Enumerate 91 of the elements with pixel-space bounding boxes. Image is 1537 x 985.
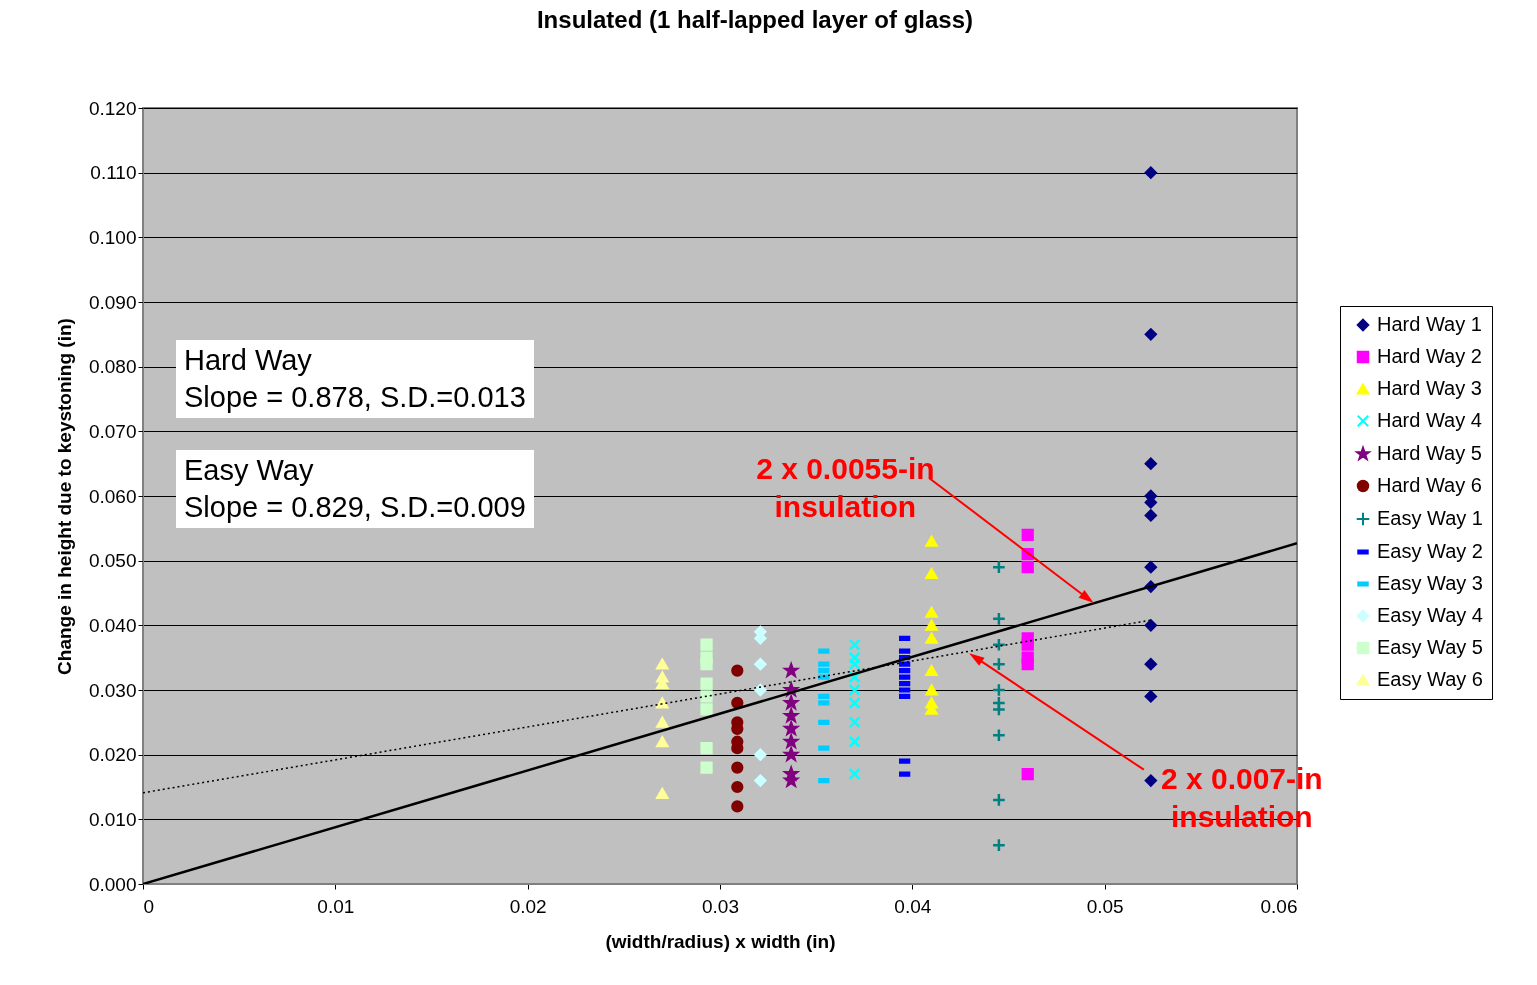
legend-label: Hard Way 4: [1377, 409, 1482, 431]
point: [754, 683, 767, 697]
point: [848, 767, 861, 781]
legend-label: Easy Way 6: [1377, 668, 1483, 690]
point: [731, 800, 744, 813]
point: [754, 748, 767, 761]
point: [731, 664, 744, 677]
x-axis-title: (width/radius) x width (in): [605, 930, 836, 952]
point: [754, 658, 767, 671]
legend-label: Easy Way 5: [1377, 636, 1483, 658]
y-tick-label: 0.050: [88, 550, 137, 572]
legend-label: Hard Way 3: [1377, 377, 1482, 399]
point: [1144, 561, 1157, 574]
point: [991, 682, 1006, 698]
point: [925, 535, 938, 547]
legend-label: Hard Way 1: [1377, 313, 1482, 335]
annotation: 2 x 0.0055-in insulation: [756, 452, 935, 524]
point: [991, 792, 1006, 808]
y-tick-label: 0.100: [88, 226, 137, 248]
point: [925, 568, 938, 580]
annotation: Easy Way Slope = 0.829, S.D.=0.009: [176, 450, 534, 528]
point: [700, 761, 713, 774]
point: [1021, 767, 1034, 781]
point: [1144, 457, 1157, 470]
annotation: Hard Way Slope = 0.878, S.D.=0.013: [176, 340, 534, 418]
point: [1021, 658, 1034, 671]
point: [656, 736, 669, 748]
point: [731, 761, 744, 774]
point: [1144, 774, 1157, 787]
legend-label: Easy Way 2: [1377, 540, 1483, 562]
point: [1021, 561, 1034, 574]
point: [1144, 509, 1157, 522]
y-tick-label: 0.090: [88, 291, 137, 313]
y-tick-label: 0.110: [90, 162, 137, 184]
point: [925, 684, 938, 696]
chart-title: Insulated (1 half-lapped layer of glass): [536, 6, 974, 33]
y-tick-label: 0.030: [88, 679, 137, 701]
point: [731, 696, 744, 710]
point: [700, 638, 713, 651]
legend-label: Hard Way 2: [1377, 345, 1482, 367]
point: [925, 665, 938, 677]
x-tick-label: 0.01: [317, 895, 355, 917]
point: [700, 703, 713, 716]
y-axis-title: Change in height due to keystoning (in): [53, 318, 75, 675]
point: [991, 657, 1006, 672]
legend-label: Easy Way 4: [1377, 604, 1483, 626]
legend-label: Easy Way 3: [1377, 572, 1483, 594]
x-tick-label: 0: [143, 895, 155, 917]
x-tick-label: 0.05: [1086, 895, 1124, 917]
point: [1144, 690, 1157, 703]
x-tick-label: 0.04: [894, 895, 932, 917]
point: [656, 658, 669, 670]
y-tick-label: 0.040: [88, 614, 137, 636]
y-tick-label: 0.020: [88, 744, 137, 766]
y-tick-label: 0.080: [88, 356, 137, 378]
point: [991, 838, 1006, 853]
point: [1144, 166, 1157, 179]
point: [656, 716, 669, 728]
point: [1144, 658, 1157, 671]
point: [848, 735, 861, 748]
legend-label: Hard Way 5: [1377, 442, 1482, 464]
legend-label: Easy Way 1: [1377, 507, 1483, 529]
y-tick-label: 0.060: [88, 485, 137, 507]
x-tick-label: 0.02: [509, 895, 547, 917]
point: [1144, 619, 1157, 632]
point: [991, 560, 1006, 575]
point: [925, 606, 938, 618]
y-tick-label: 0.070: [88, 420, 137, 442]
y-tick-label: 0.120: [88, 97, 137, 119]
point: [1021, 638, 1034, 651]
point: [991, 637, 1006, 652]
x-tick-label: 0.03: [702, 895, 739, 917]
legend-label: Hard Way 6: [1377, 474, 1482, 496]
point: [1144, 328, 1157, 341]
point: [925, 632, 938, 644]
point: [848, 716, 861, 729]
point: [731, 780, 744, 794]
point: [700, 742, 713, 755]
point: [1021, 528, 1034, 541]
point: [991, 702, 1006, 717]
point: [754, 774, 767, 787]
point: [700, 658, 713, 671]
point: [991, 728, 1006, 743]
point: [700, 690, 713, 703]
point: [656, 788, 669, 799]
y-tick-label: 0.000: [88, 873, 137, 895]
point: [700, 677, 713, 690]
point: [925, 619, 938, 631]
x-tick-label: 0.06: [1260, 895, 1298, 917]
point: [991, 611, 1006, 626]
y-tick-label: 0.010: [88, 808, 137, 830]
